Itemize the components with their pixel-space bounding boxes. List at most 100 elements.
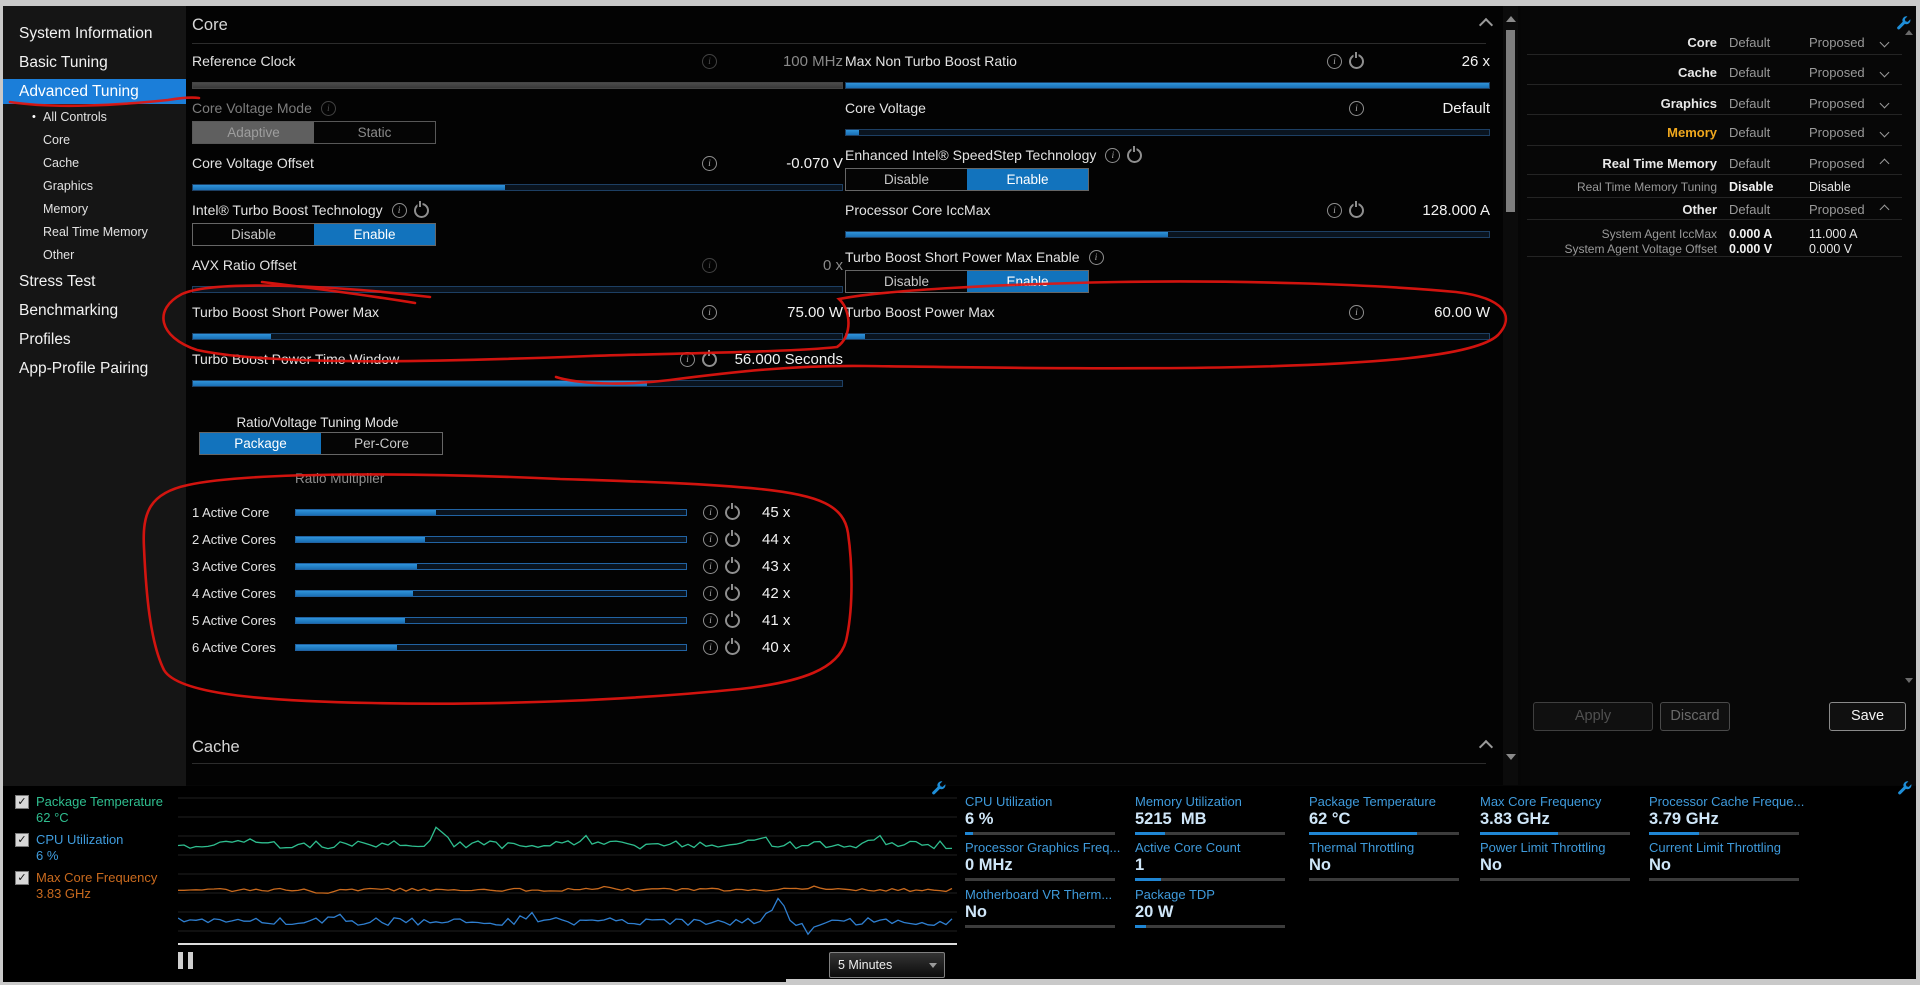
toggle-option-enable[interactable]: Enable bbox=[967, 169, 1088, 190]
power-icon[interactable] bbox=[1127, 145, 1143, 163]
slider[interactable] bbox=[295, 644, 687, 651]
toggle-option-disable[interactable]: Disable bbox=[846, 271, 967, 292]
main-scrollbar[interactable] bbox=[1503, 6, 1518, 785]
power-icon[interactable] bbox=[725, 503, 740, 520]
info-icon[interactable]: i bbox=[680, 351, 695, 367]
chevron-up-icon[interactable] bbox=[1879, 200, 1890, 218]
info-icon[interactable]: i bbox=[703, 505, 718, 520]
sidebar-item-real-time-memory[interactable]: Real Time Memory bbox=[3, 221, 186, 244]
power-icon[interactable] bbox=[1349, 200, 1364, 218]
info-icon[interactable]: i bbox=[703, 613, 718, 628]
slider[interactable] bbox=[192, 333, 843, 340]
pause-button[interactable] bbox=[178, 952, 193, 969]
stat-bar-fill bbox=[1480, 832, 1558, 835]
slider[interactable] bbox=[845, 82, 1490, 89]
sidebar-item-app-profile-pairing[interactable]: App-Profile Pairing bbox=[3, 354, 186, 383]
graph-settings-wrench-icon[interactable] bbox=[931, 781, 946, 796]
slider-fill bbox=[193, 334, 271, 339]
slider[interactable] bbox=[845, 333, 1490, 340]
toggle-option-package[interactable]: Package bbox=[200, 433, 321, 454]
slider[interactable] bbox=[295, 563, 687, 570]
scroll-up-icon[interactable] bbox=[1506, 16, 1516, 22]
info-icon[interactable]: i bbox=[391, 202, 407, 218]
sidebar-item-core[interactable]: Core bbox=[3, 129, 186, 152]
checkbox-max-core-frequency[interactable]: ✓ bbox=[15, 870, 29, 885]
slider[interactable] bbox=[192, 286, 843, 293]
power-icon[interactable] bbox=[725, 530, 740, 547]
slider[interactable] bbox=[845, 231, 1490, 238]
toggle-option-disable[interactable]: Disable bbox=[846, 169, 967, 190]
slider[interactable] bbox=[295, 617, 687, 624]
slider[interactable] bbox=[192, 380, 843, 387]
sidebar-item-stress-test[interactable]: Stress Test bbox=[3, 267, 186, 296]
info-icon[interactable]: i bbox=[703, 640, 718, 655]
toggle-option-adaptive[interactable]: Adaptive bbox=[193, 122, 314, 143]
chevron-down-icon[interactable] bbox=[1879, 33, 1890, 51]
info-icon[interactable]: i bbox=[703, 559, 718, 574]
info-icon[interactable]: i bbox=[1349, 100, 1364, 116]
changes-settings-wrench-icon[interactable] bbox=[1896, 16, 1911, 31]
sidebar-item-graphics[interactable]: Graphics bbox=[3, 175, 186, 198]
info-icon[interactable]: i bbox=[703, 532, 718, 547]
scroll-down-icon[interactable] bbox=[1506, 754, 1516, 760]
sidebar-item-profiles[interactable]: Profiles bbox=[3, 325, 186, 354]
sidebar-item-other[interactable]: Other bbox=[3, 244, 186, 267]
stat-value: No bbox=[1309, 856, 1331, 874]
collapse-cache-icon[interactable] bbox=[1478, 739, 1494, 755]
chevron-down-icon[interactable] bbox=[1879, 94, 1890, 112]
toggle-option-enable[interactable]: Enable bbox=[967, 271, 1088, 292]
panel-scroll-up-icon[interactable] bbox=[1905, 30, 1913, 35]
slider[interactable] bbox=[192, 184, 843, 191]
info-icon[interactable]: i bbox=[702, 304, 717, 320]
power-icon[interactable] bbox=[413, 200, 429, 218]
changes-row-name: System Agent Voltage Offset bbox=[1564, 242, 1717, 256]
panel-scroll-down-icon[interactable] bbox=[1905, 678, 1913, 683]
interval-dropdown[interactable]: 5 Minutes bbox=[829, 952, 945, 978]
info-icon[interactable]: i bbox=[702, 257, 717, 273]
slider[interactable] bbox=[295, 536, 687, 543]
chevron-down-icon[interactable] bbox=[1879, 63, 1890, 81]
info-icon[interactable]: i bbox=[1327, 202, 1342, 218]
chevron-down-icon[interactable] bbox=[1879, 123, 1890, 141]
info-icon[interactable]: i bbox=[1105, 147, 1121, 163]
apply-button[interactable]: Apply bbox=[1533, 702, 1653, 731]
chevron-up-icon[interactable] bbox=[1879, 154, 1890, 172]
info-icon[interactable]: i bbox=[1327, 53, 1342, 69]
info-icon[interactable]: i bbox=[1088, 249, 1104, 265]
toggle-option-static[interactable]: Static bbox=[314, 122, 435, 143]
stat-bar bbox=[965, 832, 1115, 835]
power-icon[interactable] bbox=[725, 557, 740, 574]
sidebar-item-memory[interactable]: Memory bbox=[3, 198, 186, 221]
info-icon[interactable]: i bbox=[702, 155, 717, 171]
discard-button[interactable]: Discard bbox=[1660, 702, 1730, 731]
ratio-row-4-active-cores: 4 Active Cores i 42 x bbox=[192, 580, 843, 607]
scrollbar-thumb[interactable] bbox=[1506, 30, 1515, 212]
slider[interactable] bbox=[845, 129, 1490, 136]
toggle-option-per-core[interactable]: Per-Core bbox=[321, 433, 442, 454]
checkbox-package-temperature[interactable]: ✓ bbox=[15, 794, 29, 809]
sidebar-item-system-information[interactable]: System Information bbox=[3, 19, 186, 48]
power-icon[interactable] bbox=[725, 584, 740, 601]
sidebar-item-cache[interactable]: Cache bbox=[3, 152, 186, 175]
sidebar-item-advanced-tuning[interactable]: Advanced Tuning bbox=[3, 79, 186, 104]
checkbox-cpu-utilization[interactable]: ✓ bbox=[15, 832, 29, 847]
info-icon[interactable]: i bbox=[702, 53, 717, 69]
save-button[interactable]: Save bbox=[1829, 702, 1906, 731]
slider[interactable] bbox=[192, 82, 843, 89]
info-icon[interactable]: i bbox=[1349, 304, 1364, 320]
stats-settings-wrench-icon[interactable] bbox=[1897, 781, 1912, 796]
power-icon[interactable] bbox=[1349, 51, 1364, 69]
slider[interactable] bbox=[295, 590, 687, 597]
control-value: 56.000 Seconds bbox=[734, 350, 843, 368]
toggle-option-enable[interactable]: Enable bbox=[314, 224, 435, 245]
info-icon[interactable]: i bbox=[703, 586, 718, 601]
info-icon[interactable]: i bbox=[320, 100, 336, 116]
slider[interactable] bbox=[295, 509, 687, 516]
power-icon[interactable] bbox=[725, 638, 740, 655]
power-icon[interactable] bbox=[725, 611, 740, 628]
sidebar-item-all-controls[interactable]: • All Controls bbox=[3, 106, 186, 129]
toggle-option-disable[interactable]: Disable bbox=[193, 224, 314, 245]
power-icon[interactable] bbox=[702, 349, 717, 367]
sidebar-item-basic-tuning[interactable]: Basic Tuning bbox=[3, 48, 186, 77]
sidebar-item-benchmarking[interactable]: Benchmarking bbox=[3, 296, 186, 325]
